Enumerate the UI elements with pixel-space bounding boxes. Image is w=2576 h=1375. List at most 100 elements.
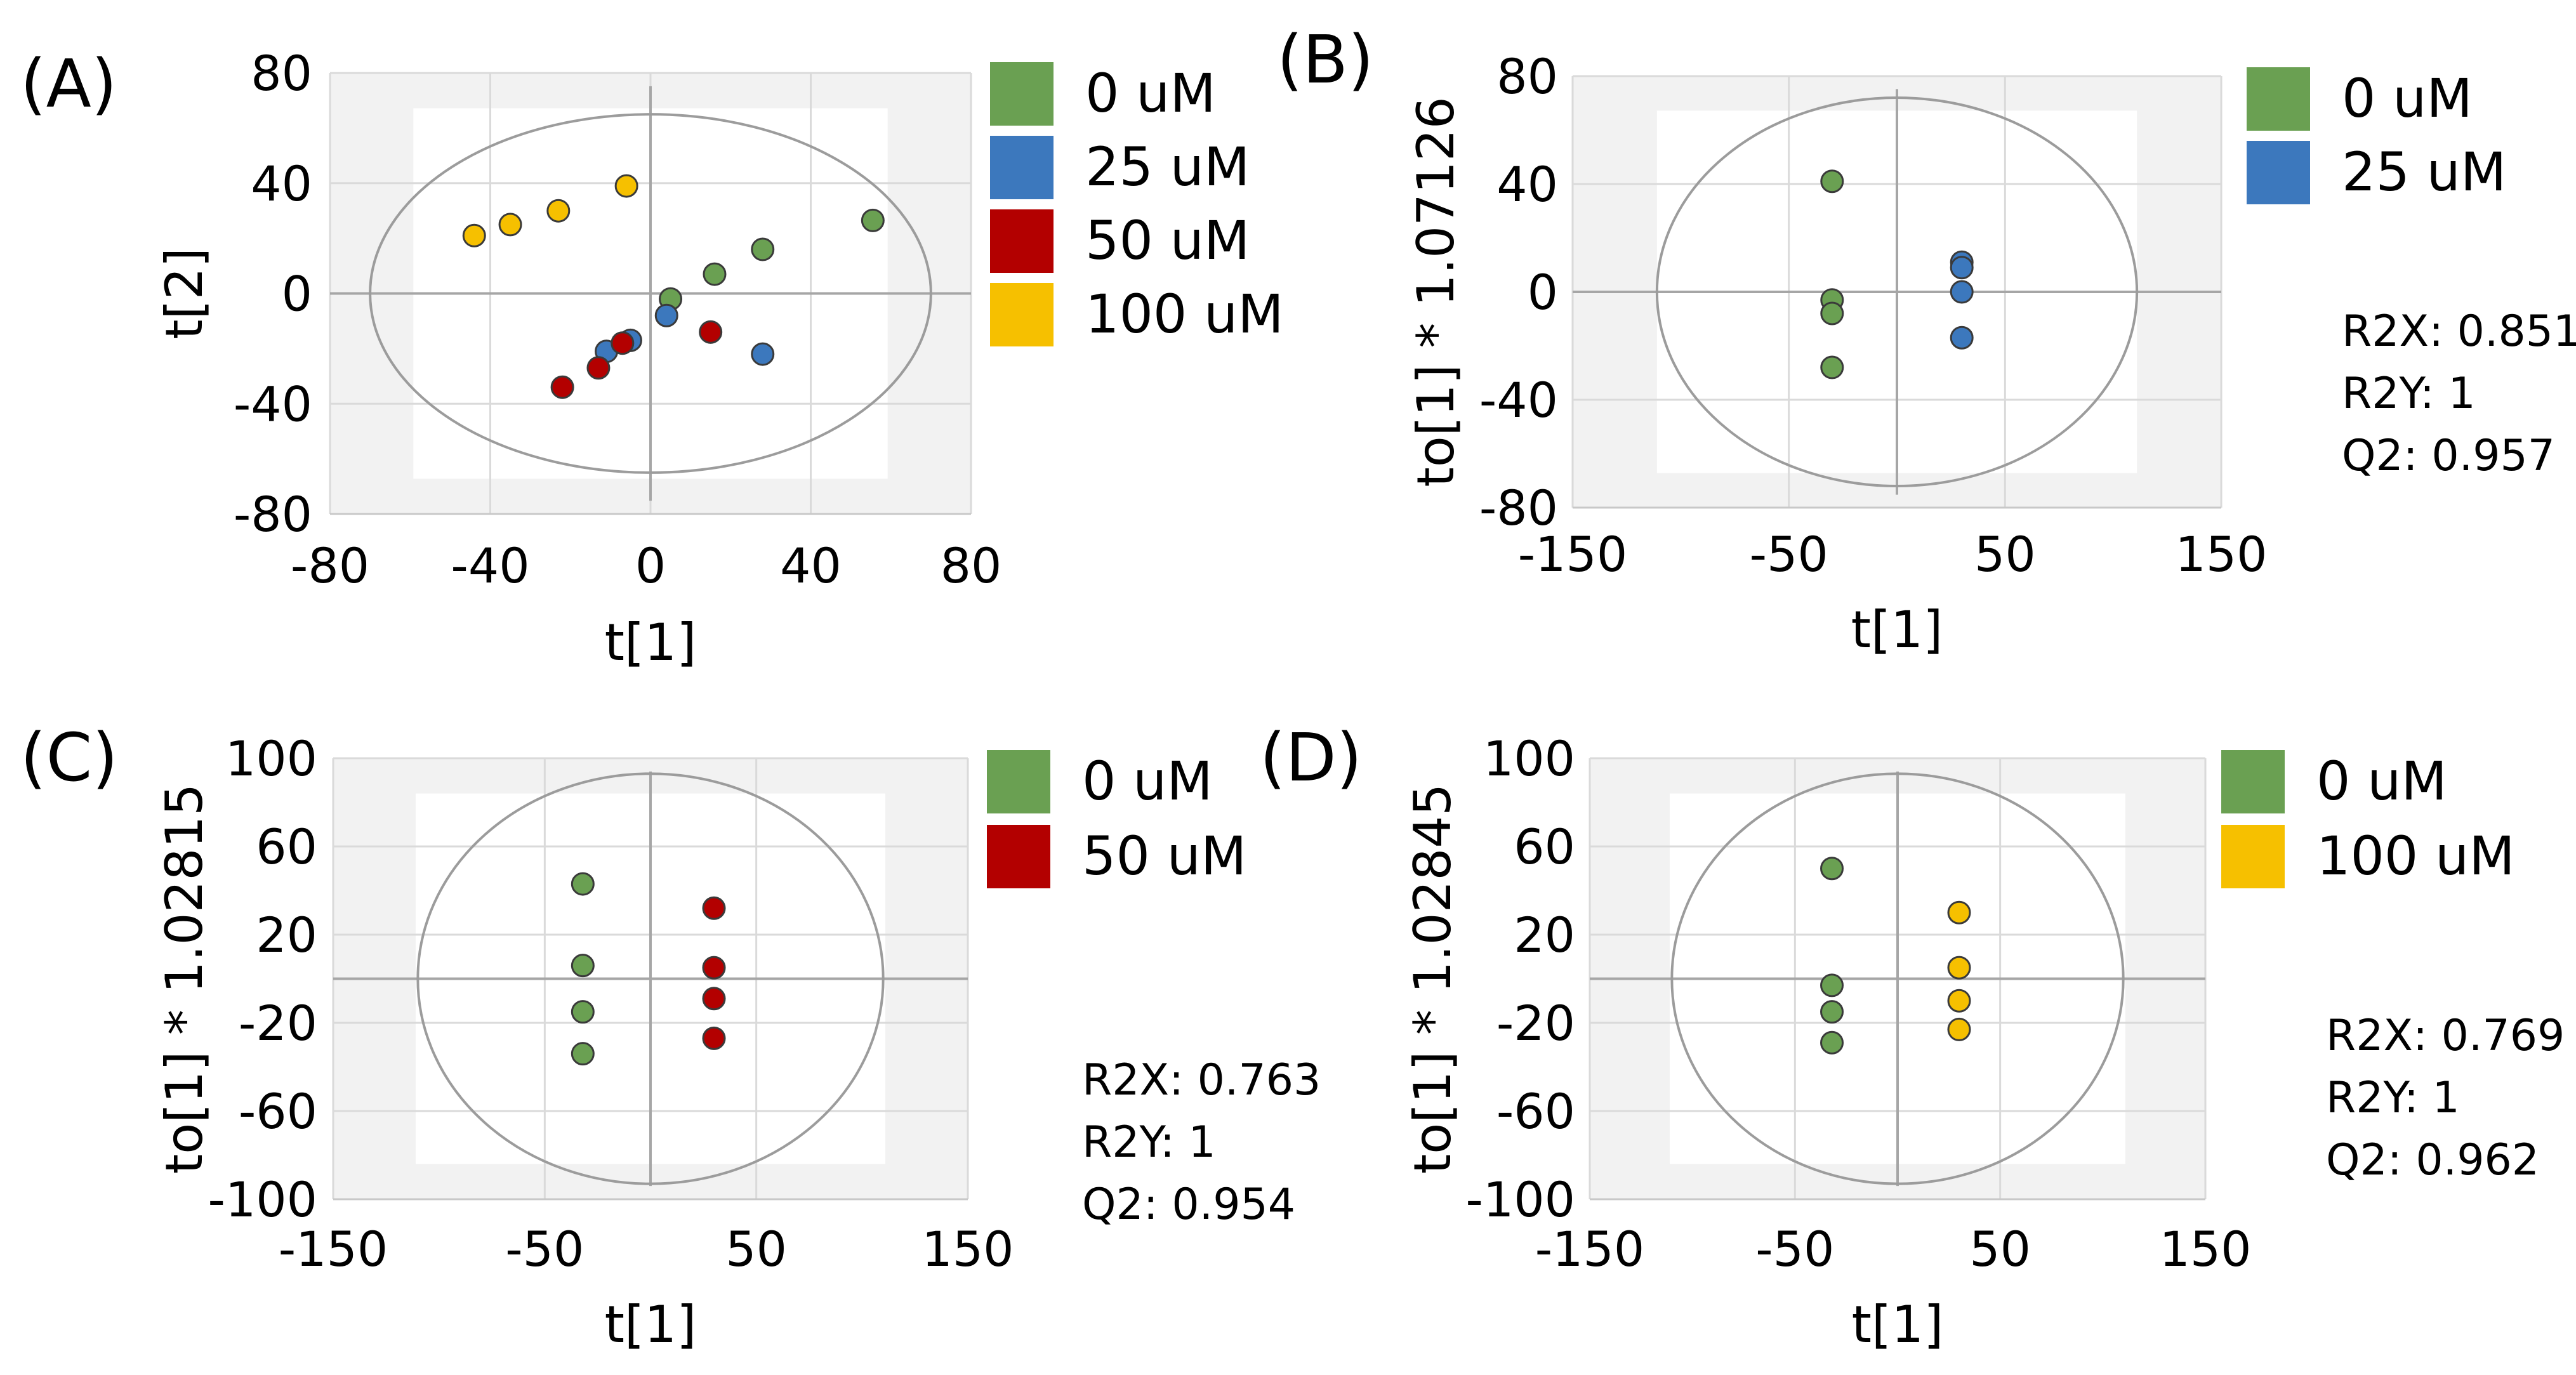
y-tick-label: -60 <box>239 1083 317 1140</box>
legend-swatch <box>2247 141 2310 204</box>
y-tick-label: -80 <box>1479 480 1558 536</box>
x-tick-label: 150 <box>2175 526 2267 582</box>
x-tick-label: 0 <box>635 537 666 594</box>
data-point-25um <box>1950 256 1974 280</box>
x-axis-label: t[1] <box>1852 1295 1944 1354</box>
data-point-0um <box>861 208 885 232</box>
legend-label: 100 uM <box>2316 825 2515 887</box>
data-point-0um <box>703 262 727 286</box>
y-axis-label: to[1] * 1.02815 <box>155 784 214 1174</box>
y-tick-label: 80 <box>1496 48 1558 105</box>
legend-label: 0 uM <box>1082 750 1213 812</box>
data-point-50um <box>611 331 635 355</box>
data-point-0um <box>571 1000 595 1024</box>
x-tick-label: 50 <box>725 1221 787 1277</box>
x-tick-label: 150 <box>2159 1221 2251 1277</box>
y-tick-label: 60 <box>1514 819 1575 875</box>
y-tick-label: 20 <box>256 907 317 963</box>
legend-swatch <box>990 209 1054 273</box>
x-tick-label: -50 <box>1755 1221 1834 1277</box>
data-point-50um <box>586 356 611 380</box>
legend-swatch <box>2247 67 2310 131</box>
x-tick-label: -40 <box>451 537 529 594</box>
x-tick-label: -50 <box>505 1221 584 1277</box>
x-axis-label: t[1] <box>1851 600 1943 659</box>
y-tick-label: 60 <box>256 819 317 875</box>
y-tick-label: 100 <box>1483 730 1575 787</box>
hotelling-ellipse <box>1655 96 2139 487</box>
legend-swatch <box>987 750 1050 813</box>
data-point-25um <box>751 342 775 366</box>
legend-swatch <box>990 62 1054 126</box>
data-point-0um <box>1820 973 1844 997</box>
legend-label: 0 uM <box>2342 67 2473 129</box>
data-point-0um <box>571 872 595 896</box>
panel-a: (A) -80 -40 0 40 80 -80 -40 0 40 80 t[1] t[2] 0 uM 25 … <box>20 45 1284 672</box>
data-point-100um <box>462 223 486 247</box>
legend-label: 50 uM <box>1085 209 1250 272</box>
legend-label: 0 uM <box>1085 62 1216 124</box>
y-tick-label: -20 <box>1496 995 1575 1051</box>
data-point-100um <box>1947 989 1971 1013</box>
x-tick-label: 50 <box>1974 526 2036 582</box>
hotelling-ellipse <box>1670 772 2125 1185</box>
data-point-0um <box>1820 1000 1844 1024</box>
legend-label: 0 uM <box>2316 750 2447 812</box>
data-point-50um <box>699 320 723 344</box>
panel-label: (D) <box>1260 719 1362 796</box>
x-tick-label: -150 <box>1535 1221 1644 1277</box>
legend-label: 25 uM <box>2342 141 2506 203</box>
hotelling-ellipse <box>416 772 885 1185</box>
x-tick-label: -150 <box>279 1221 388 1277</box>
data-point-0um <box>571 1042 595 1066</box>
y-tick-label: -20 <box>239 995 317 1051</box>
model-stat: R2Y: 1 <box>2342 369 2476 419</box>
panel-d: (D) -150 -50 50 150 -100 -60 -20 20 60 100 t[1] to[1… <box>1260 719 2565 1354</box>
y-tick-label: 40 <box>251 155 312 212</box>
data-point-25um <box>1950 326 1974 350</box>
x-tick-label: 50 <box>1969 1221 2031 1277</box>
data-point-0um <box>1820 301 1844 326</box>
model-stat: Q2: 0.954 <box>1082 1180 1295 1230</box>
data-point-0um <box>751 237 775 261</box>
x-tick-label: 80 <box>941 537 1002 594</box>
legend-swatch <box>2221 750 2285 813</box>
data-point-50um <box>702 896 726 920</box>
x-tick-label: 40 <box>780 537 842 594</box>
model-stat: R2X: 0.763 <box>1082 1055 1321 1105</box>
y-axis-label: to[1] * 1.07126 <box>1406 96 1465 487</box>
legend-swatch <box>987 825 1050 888</box>
model-stat: R2X: 0.769 <box>2326 1011 2565 1061</box>
data-point-100um <box>1947 900 1971 924</box>
x-tick-label: -80 <box>291 537 369 594</box>
data-point-100um <box>1947 1017 1971 1041</box>
legend-label: 50 uM <box>1082 825 1246 887</box>
model-stat: Q2: 0.962 <box>2326 1135 2539 1185</box>
panel-c: (C) -150 -50 50 150 -100 -60 -20 20 60 100 t[1] to[1… <box>20 719 1321 1354</box>
data-point-25um <box>654 303 678 327</box>
data-point-100um <box>614 174 638 198</box>
x-tick-label: -150 <box>1518 526 1627 582</box>
data-point-50um <box>702 1026 726 1050</box>
x-axis-label: t[1] <box>605 613 697 672</box>
y-tick-label: 80 <box>251 45 312 102</box>
data-point-50um <box>702 987 726 1011</box>
data-point-0um <box>1820 857 1844 881</box>
y-tick-label: -100 <box>1466 1171 1575 1228</box>
y-tick-label: 40 <box>1496 156 1558 213</box>
data-point-50um <box>550 375 574 399</box>
data-point-100um <box>498 213 522 237</box>
data-point-0um <box>571 954 595 978</box>
x-tick-label: -50 <box>1750 526 1828 582</box>
model-stat: R2Y: 1 <box>1082 1117 1216 1168</box>
y-tick-label: -100 <box>208 1171 317 1228</box>
y-tick-label: 0 <box>1528 264 1558 320</box>
y-tick-label: -40 <box>234 376 312 432</box>
legend-label: 100 uM <box>1085 283 1284 345</box>
x-tick-label: 150 <box>921 1221 1014 1277</box>
y-tick-label: 100 <box>225 730 317 787</box>
panel-label: (C) <box>20 719 118 796</box>
model-stat: R2Y: 1 <box>2326 1073 2460 1123</box>
data-point-0um <box>1820 1030 1844 1055</box>
